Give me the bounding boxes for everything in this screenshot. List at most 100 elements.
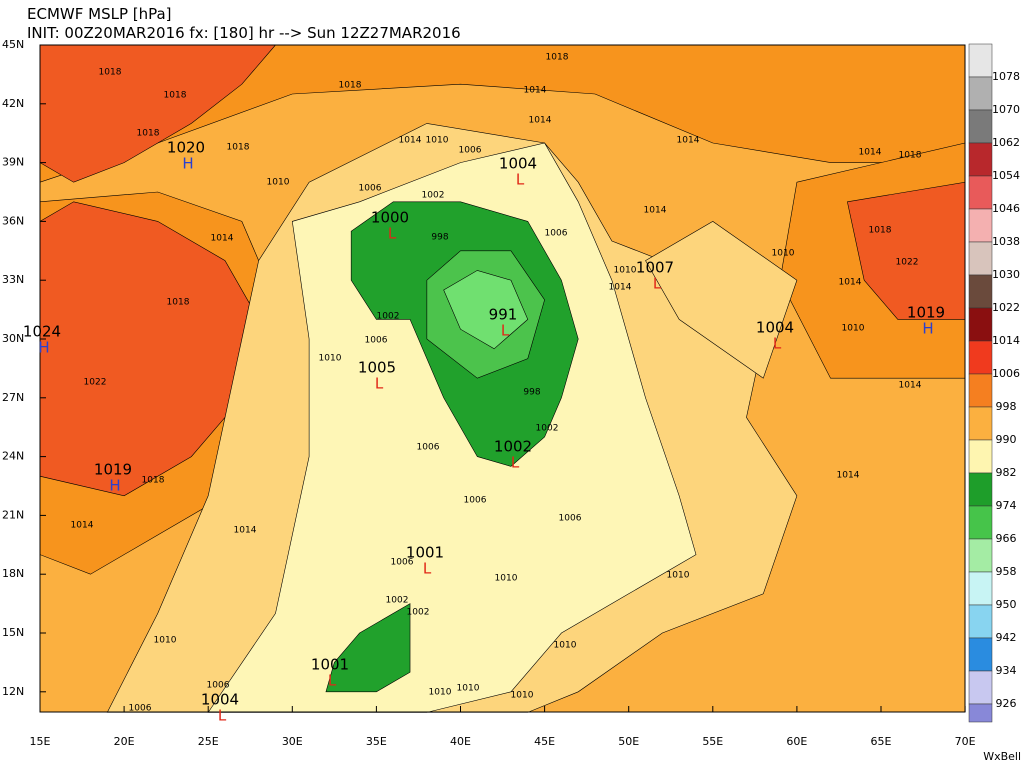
contour-label: 1022 [84,378,107,388]
contour-label: 1018 [869,226,892,236]
center-value: 1000 [371,209,409,227]
contour-label: 1018 [142,476,165,486]
contour-label: 1014 [644,206,667,216]
colorbar-label: 1014 [992,334,1020,347]
lon-label: 55E [702,735,723,748]
lat-label: 33N [2,273,24,286]
contour-label: 1010 [772,249,795,259]
colorbar-label: 926 [996,697,1017,710]
contour-label: 1018 [339,81,362,91]
contour-label: 1014 [524,86,547,96]
fill-1010 [645,221,798,379]
colorbar-swatch [968,439,993,474]
lat-label: 12N [2,685,24,698]
contour-label: 1010 [667,571,690,581]
contour-label: 1022 [896,258,919,268]
contour-label: 1014 [899,381,922,391]
contour-label: 1010 [457,684,480,694]
lat-label: 45N [2,38,24,51]
contour-label: 1018 [899,151,922,161]
contour-label: 1006 [417,443,440,453]
colorbar-label: 982 [996,466,1017,479]
colorbar-label: 934 [996,664,1017,677]
lon-label: 15E [30,735,51,748]
colorbar-label: 1006 [992,367,1020,380]
contour-label: 998 [431,233,448,243]
center-value: 1004 [201,691,239,709]
colorbar-swatch [968,340,993,375]
lon-label: 45E [534,735,555,748]
center-symbol: L [388,225,397,243]
lat-label: 27N [2,391,24,404]
contour-label: 1002 [422,191,445,201]
center-symbol: H [109,477,120,495]
center-symbol: H [38,339,49,357]
colorbar-swatch [968,274,993,309]
colorbar-label: 942 [996,631,1017,644]
contour-label: 1014 [859,148,882,158]
colorbar-swatch [968,307,993,342]
lon-label: 70E [955,735,976,748]
contour-label: 1010 [554,641,577,651]
colorbar-label: 958 [996,565,1017,578]
center-symbol: L [773,335,782,353]
colorbar-swatch [968,208,993,243]
contour-label: 1006 [359,184,382,194]
center-value: 1004 [756,319,794,337]
center-symbol: H [182,155,193,173]
contour-label: 1014 [399,136,422,146]
lat-label: 15N [2,626,24,639]
lon-label: 20E [114,735,135,748]
lat-label: 42N [2,97,24,110]
contour-label: 1018 [167,298,190,308]
title: ECMWF MSLP [hPa] [27,5,172,23]
contour-label: 1010 [511,691,534,701]
colorbar-swatch [968,175,993,210]
center-symbol: L [375,375,384,393]
center-value: 1024 [23,323,61,341]
colorbar-label: 1030 [992,268,1020,281]
contour-label: 1014 [71,521,94,531]
contour-label: 1018 [227,143,250,153]
contour-label: 1014 [234,526,257,536]
colorbar-label: 1038 [992,235,1020,248]
contour-label: 1010 [614,266,637,276]
colorbar-label: 998 [996,400,1017,413]
lat-label: 39N [2,156,24,169]
contour-label: 1010 [154,636,177,646]
contour-label: 1006 [207,681,230,691]
map-frame [39,44,966,713]
center-value: 1005 [358,359,396,377]
colorbar-swatch [968,637,993,672]
contour-label: 1014 [839,278,862,288]
contour-label: 1010 [267,178,290,188]
lat-label: 30N [2,332,24,345]
lat-label: 36N [2,214,24,227]
credit: WxBell [983,750,1021,763]
center-symbol: H [922,320,933,338]
contour-label: 998 [523,388,540,398]
colorbar-swatch [968,571,993,606]
center-value: 1019 [94,461,132,479]
colorbar-swatch [968,472,993,507]
colorbar-swatch [968,538,993,573]
colorbar-swatch [968,142,993,177]
colorbar-label: 1054 [992,169,1020,182]
center-value: 1002 [494,438,532,456]
colorbar-swatch [968,76,993,111]
colorbar-label: 974 [996,499,1017,512]
contour-label: 1010 [842,324,865,334]
lon-label: 40E [450,735,471,748]
contour-label: 1018 [546,53,569,63]
contour-label: 1018 [99,68,122,78]
contour-label: 1006 [464,496,487,506]
lat-label: 24N [2,450,24,463]
fill-1022 [39,44,277,183]
contour-label: 1010 [319,354,342,364]
colorbar-label: 966 [996,532,1017,545]
lon-label: 30E [282,735,303,748]
center-symbol: L [423,560,432,578]
colorbar-swatch [968,109,993,144]
colorbar-swatch [968,505,993,540]
lat-label: 18N [2,567,24,580]
